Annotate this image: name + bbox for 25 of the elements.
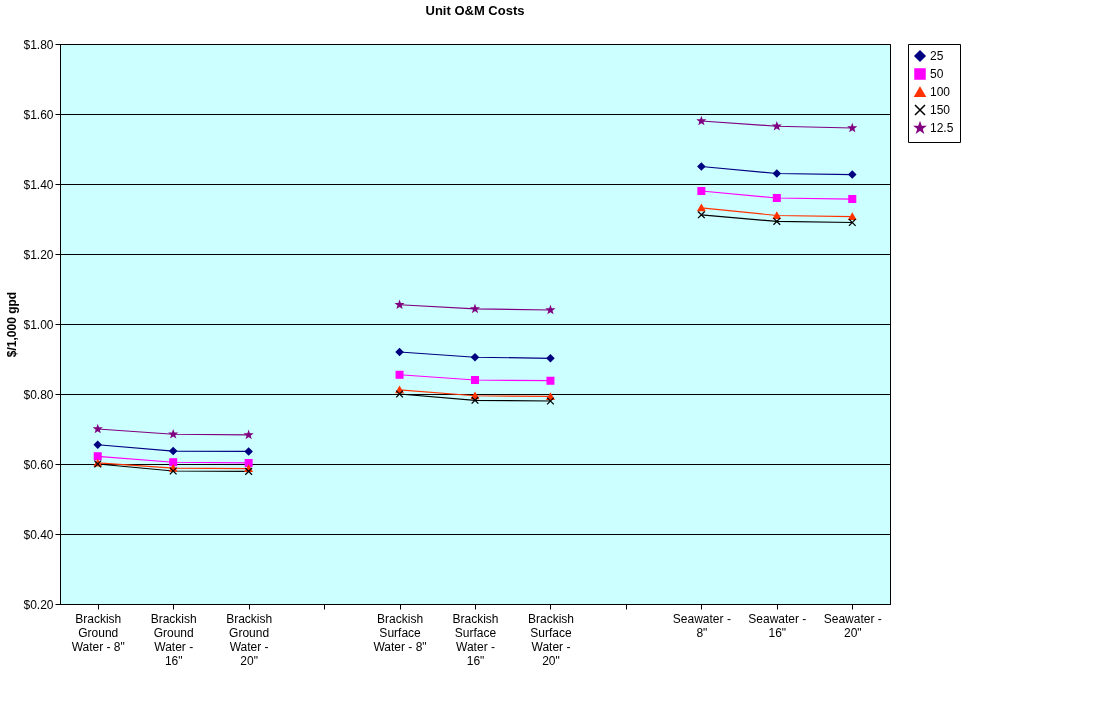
x-tick-label: Brackish Ground Water - 20"	[226, 611, 273, 668]
y-tick-label: $1.40	[23, 177, 54, 192]
y-tick-label: $0.20	[23, 597, 54, 612]
y-axis-title: $/1,000 gpd	[5, 291, 20, 358]
x-tick-label: Seawater - 16"	[748, 611, 807, 640]
legend-label: 100	[930, 85, 951, 99]
legend-label: 150	[930, 103, 951, 117]
x-tick-label: Brackish Ground Water - 8"	[71, 611, 125, 654]
x-tick-label: Brackish Ground Water - 16"	[150, 611, 197, 668]
x-tick-label: Seawater - 20"	[823, 611, 882, 640]
legend-label: 25	[930, 49, 944, 63]
y-tick-label: $1.60	[23, 107, 54, 122]
y-tick-label: $1.80	[23, 37, 54, 52]
y-tick-label: $1.20	[23, 247, 54, 262]
x-tick-label: Brackish Surface Water - 20"	[527, 611, 574, 668]
legend-label: 12.5	[930, 121, 954, 135]
y-tick-label: $0.60	[23, 457, 54, 472]
y-tick-label: $0.40	[23, 527, 54, 542]
x-tick-label: Brackish Surface Water - 8"	[373, 611, 427, 654]
chart-title: Unit O&M Costs	[425, 3, 525, 18]
x-tick-label: Brackish Surface Water - 16"	[452, 611, 499, 668]
x-tick-label: Seawater - 8"	[672, 611, 731, 640]
y-tick-label: $0.80	[23, 387, 54, 402]
y-tick-label: $1.00	[23, 317, 54, 332]
legend-label: 50	[930, 67, 944, 81]
